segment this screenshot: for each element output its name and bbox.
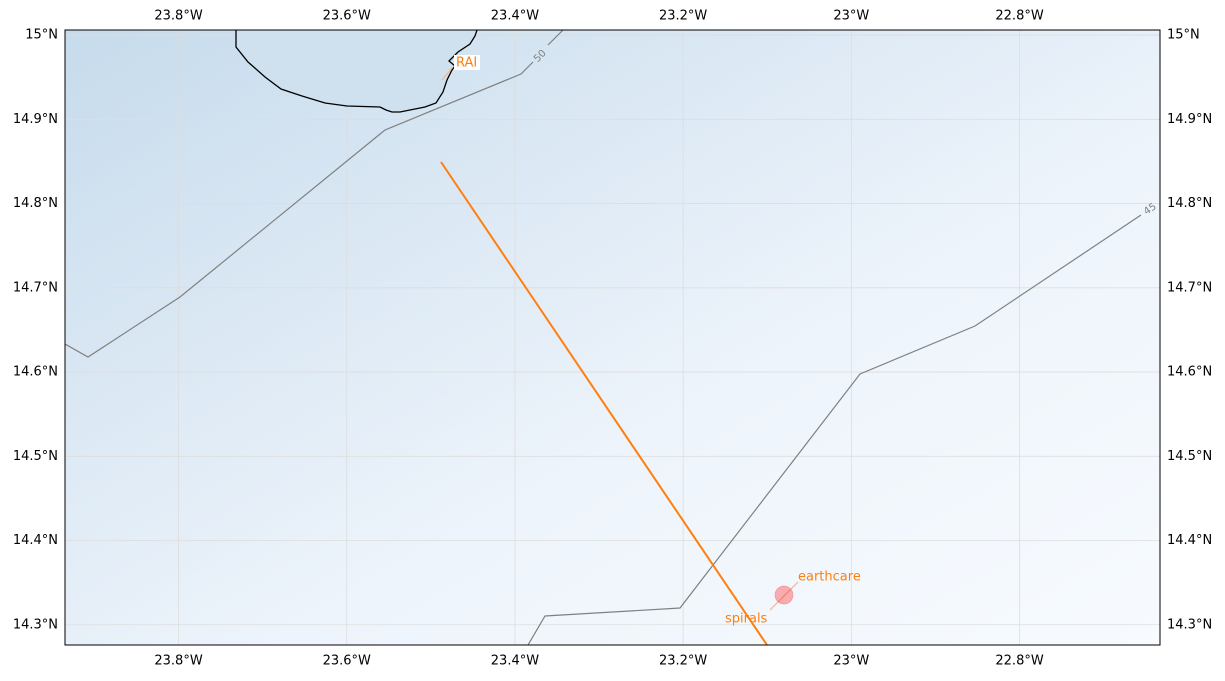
y-tick-label: 14.4°N	[1167, 533, 1212, 548]
y-tick-label: 15°N	[25, 28, 58, 43]
leader-line	[769, 581, 799, 611]
y-tick-label: 14.3°N	[13, 617, 58, 632]
y-tick-label: 14.9°N	[13, 112, 58, 127]
x-tick-label: 23.6°W	[323, 9, 371, 24]
coastline	[235, 30, 478, 113]
x-tick-label: 22.8°W	[995, 654, 1043, 669]
x-tick-label: 23.2°W	[659, 654, 707, 669]
x-tick-label: 23.4°W	[491, 654, 539, 669]
x-tick-label: 23.2°W	[659, 9, 707, 24]
annotation: earthcare	[798, 570, 861, 585]
y-tick-label: 14.9°N	[1167, 112, 1212, 127]
y-tick-label: 14.6°N	[1167, 365, 1212, 380]
y-tick-label: 14.7°N	[1167, 280, 1212, 295]
x-tick-label: 23.4°W	[491, 9, 539, 24]
map-frame	[64, 29, 1161, 646]
x-tick-label: 23°W	[833, 654, 869, 669]
island	[236, 30, 477, 112]
annotation: RAI	[456, 56, 477, 71]
y-tick-label: 14.3°N	[1167, 617, 1212, 632]
y-tick-label: 14.7°N	[13, 280, 58, 295]
annotation: spirals	[725, 612, 768, 627]
x-tick-label: 23.6°W	[323, 654, 371, 669]
label-background	[454, 55, 480, 70]
y-tick-label: 14.5°N	[1167, 449, 1212, 464]
earthcare-marker	[774, 585, 794, 605]
x-tick-label: 23°W	[833, 9, 869, 24]
x-tick-label: 22.8°W	[995, 9, 1043, 24]
y-tick-label: 14.5°N	[13, 449, 58, 464]
contour-line	[65, 30, 564, 358]
x-tick-label: 23.8°W	[154, 9, 202, 24]
y-tick-label: 14.8°N	[1167, 196, 1212, 211]
flight-track	[440, 161, 768, 645]
y-tick-label: 14.6°N	[13, 365, 58, 380]
map-background	[65, 30, 1160, 645]
y-tick-label: 14.4°N	[13, 533, 58, 548]
x-tick-label: 23.8°W	[154, 654, 202, 669]
y-tick-label: 14.8°N	[13, 196, 58, 211]
y-tick-label: 15°N	[1167, 28, 1200, 43]
leader-line	[441, 67, 453, 81]
contour-line	[527, 214, 1142, 645]
